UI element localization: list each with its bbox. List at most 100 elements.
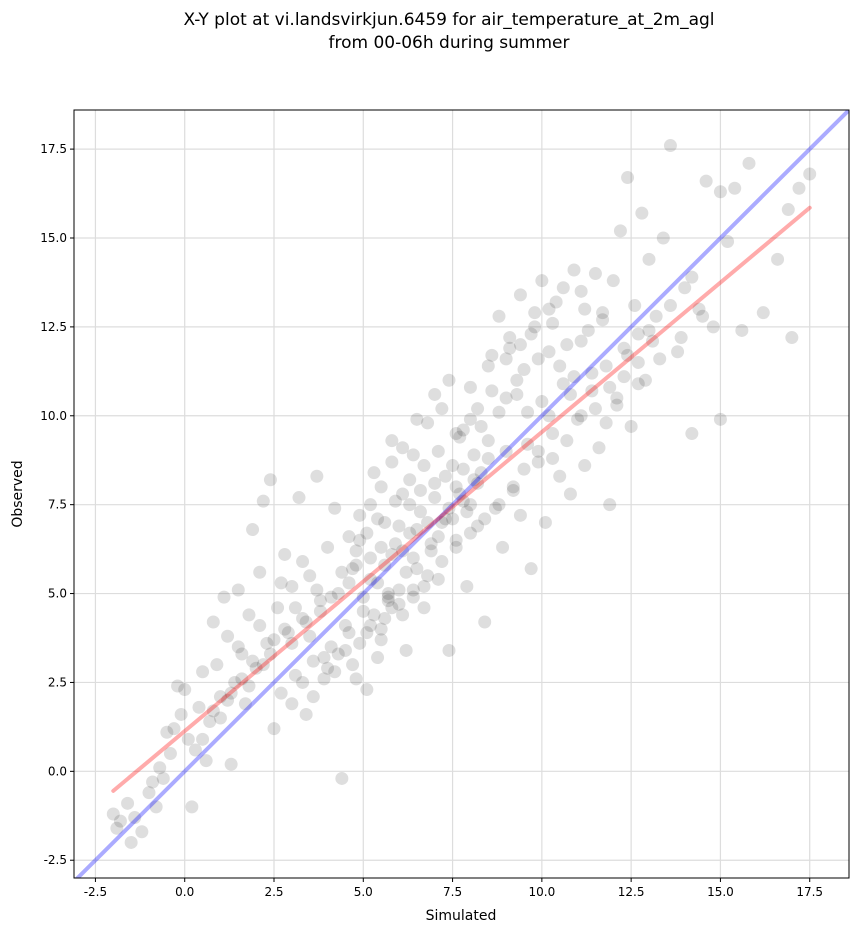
data-point	[563, 387, 577, 401]
data-point	[238, 697, 252, 711]
data-point	[596, 306, 610, 320]
data-point	[149, 800, 163, 814]
data-point	[488, 501, 502, 515]
data-point	[196, 665, 210, 679]
data-point	[631, 355, 645, 369]
data-point	[381, 587, 395, 601]
data-point	[256, 658, 270, 672]
data-point	[363, 619, 377, 633]
data-point	[438, 469, 452, 483]
data-point	[735, 323, 749, 337]
data-point	[431, 572, 445, 586]
data-point	[388, 537, 402, 551]
data-point	[713, 412, 727, 426]
y-tick-label: 12.5	[40, 320, 67, 334]
data-point	[167, 722, 181, 736]
data-point	[610, 391, 624, 405]
data-point	[631, 377, 645, 391]
data-point	[421, 569, 435, 583]
data-point	[728, 181, 742, 195]
data-point	[410, 562, 424, 576]
data-point	[671, 345, 685, 359]
data-point	[199, 754, 213, 768]
data-point	[285, 636, 299, 650]
data-point	[271, 601, 285, 615]
data-point	[463, 380, 477, 394]
data-point	[524, 562, 538, 576]
data-point	[499, 444, 513, 458]
data-point	[531, 352, 545, 366]
data-point	[510, 387, 524, 401]
data-point	[517, 363, 531, 377]
x-tick-label: 15.0	[707, 885, 734, 899]
data-point	[371, 512, 385, 526]
data-point	[160, 725, 174, 739]
data-point	[178, 683, 192, 697]
data-point	[328, 665, 342, 679]
data-point	[463, 412, 477, 426]
data-point	[481, 434, 495, 448]
data-point	[371, 576, 385, 590]
data-point	[599, 416, 613, 430]
data-point	[292, 491, 306, 505]
data-point	[463, 526, 477, 540]
x-tick-label: 17.5	[796, 885, 823, 899]
data-point	[242, 608, 256, 622]
data-point	[367, 466, 381, 480]
data-point	[578, 302, 592, 316]
data-point	[385, 601, 399, 615]
data-point	[535, 274, 549, 288]
data-point	[410, 523, 424, 537]
data-point	[135, 825, 149, 839]
data-point	[313, 604, 327, 618]
data-point	[546, 316, 560, 330]
data-point	[492, 498, 506, 512]
data-point	[603, 498, 617, 512]
data-point	[360, 526, 374, 540]
data-point	[367, 608, 381, 622]
data-point	[417, 579, 431, 593]
data-point	[317, 672, 331, 686]
data-point	[263, 647, 277, 661]
data-point	[699, 174, 713, 188]
data-point	[792, 181, 806, 195]
data-point	[621, 348, 635, 362]
data-point	[396, 441, 410, 455]
data-point	[310, 469, 324, 483]
data-point	[596, 313, 610, 327]
data-point	[613, 224, 627, 238]
data-point	[335, 565, 349, 579]
data-point	[656, 231, 670, 245]
data-point	[378, 611, 392, 625]
data-point	[235, 647, 249, 661]
data-point	[424, 544, 438, 558]
data-point	[374, 633, 388, 647]
data-point	[374, 480, 388, 494]
y-tick-label: 10.0	[40, 409, 67, 423]
data-point	[460, 579, 474, 593]
data-point	[346, 562, 360, 576]
data-point	[246, 654, 260, 668]
data-point	[428, 491, 442, 505]
data-point	[553, 359, 567, 373]
x-tick-label: 5.0	[354, 885, 373, 899]
data-point	[231, 640, 245, 654]
data-point	[563, 487, 577, 501]
data-point	[617, 341, 631, 355]
data-point	[624, 419, 638, 433]
data-point	[481, 451, 495, 465]
data-point	[413, 505, 427, 519]
data-point	[210, 658, 224, 672]
data-point	[463, 498, 477, 512]
data-point	[481, 359, 495, 373]
data-point	[363, 572, 377, 586]
data-point	[349, 544, 363, 558]
data-point	[499, 391, 513, 405]
data-point	[528, 306, 542, 320]
data-point	[321, 661, 335, 675]
data-point	[438, 512, 452, 526]
data-point	[781, 203, 795, 217]
data-point	[285, 697, 299, 711]
data-point	[474, 419, 488, 433]
